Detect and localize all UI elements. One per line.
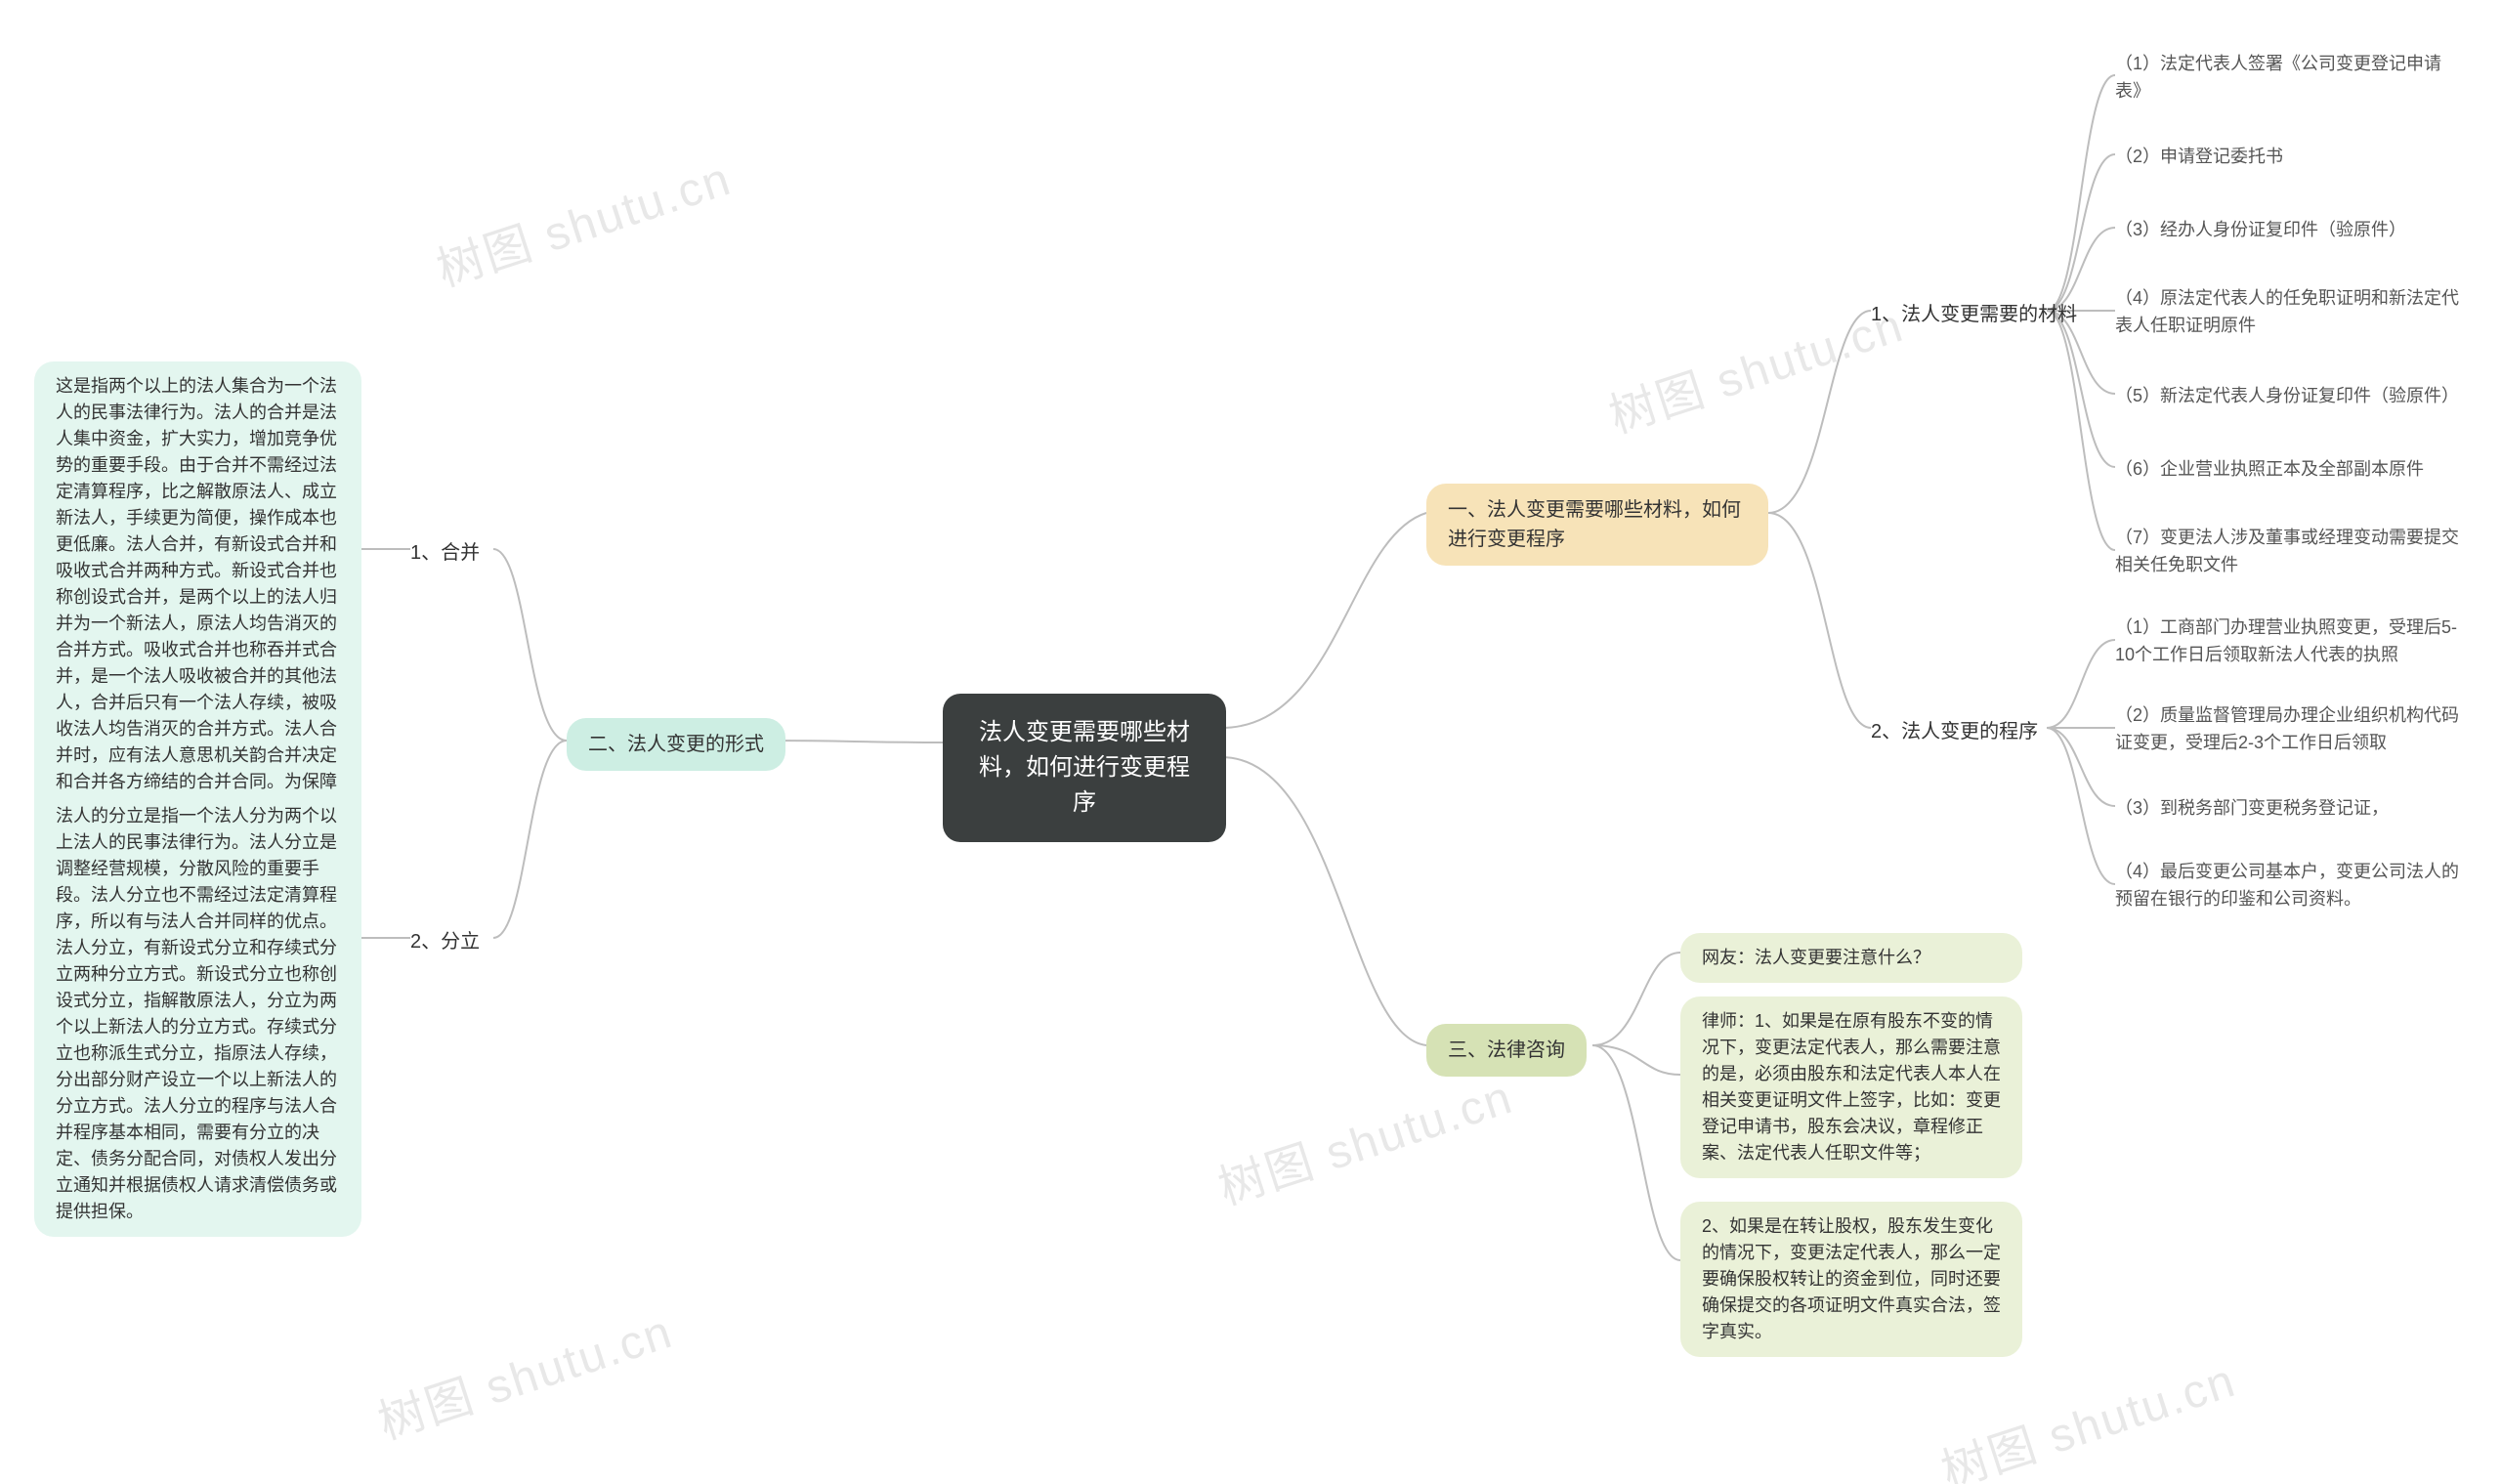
leaf-s1-m2-1: （1）工商部门办理营业执照变更，受理后5-10个工作日后领取新法人代表的执照 — [2115, 613, 2462, 671]
leaf-s1-m1-4: （4）原法定代表人的任免职证明和新法定代表人任职证明原件 — [2115, 283, 2462, 342]
leaf-s1-m1-5: （5）新法定代表人身份证复印件（验原件） — [2115, 381, 2462, 412]
node-s1-m1[interactable]: 1、法人变更需要的材料 — [1871, 296, 2077, 333]
root-node[interactable]: 法人变更需要哪些材料，如何进行变更程序 — [943, 694, 1226, 842]
branch-section-2[interactable]: 二、法人变更的形式 — [567, 718, 785, 771]
body-s2-m2: 法人的分立是指一个法人分为两个以上法人的民事法律行为。法人分立是调整经营规模，分… — [34, 791, 361, 1237]
leaf-s1-m1-3: （3）经办人身份证复印件（验原件） — [2115, 215, 2462, 246]
node-s3-a2: 2、如果是在转让股权，股东发生变化的情况下，变更法定代表人，那么一定要确保股权转… — [1680, 1202, 2022, 1357]
leaf-s1-m2-4: （4）最后变更公司基本户，变更公司法人的预留在银行的印鉴和公司资料。 — [2115, 857, 2462, 915]
branch-section-3[interactable]: 三、法律咨询 — [1426, 1024, 1587, 1077]
node-s2-m2[interactable]: 2、分立 — [410, 923, 480, 960]
watermark: 树图 shutu.cn — [1599, 286, 1911, 445]
leaf-s1-m1-7: （7）变更法人涉及董事或经理变动需要提交相关任免职文件 — [2115, 523, 2462, 581]
leaf-s1-m1-2: （2）申请登记委托书 — [2115, 142, 2462, 173]
watermark: 树图 shutu.cn — [368, 1293, 680, 1452]
watermark: 树图 shutu.cn — [1931, 1341, 2243, 1484]
node-s3-a1: 律师：1、如果是在原有股东不变的情况下，变更法定代表人，那么需要注意的是，必须由… — [1680, 996, 2022, 1178]
watermark: 树图 shutu.cn — [427, 140, 739, 299]
leaf-s1-m1-1: （1）法定代表人签署《公司变更登记申请表》 — [2115, 49, 2462, 107]
leaf-s1-m1-6: （6）企业营业执照正本及全部副本原件 — [2115, 454, 2462, 486]
node-s3-q: 网友：法人变更要注意什么？ — [1680, 933, 2022, 983]
watermark: 树图 shutu.cn — [1208, 1058, 1520, 1217]
branch-section-1[interactable]: 一、法人变更需要哪些材料，如何进行变更程序 — [1426, 484, 1768, 566]
leaf-s1-m2-3: （3）到税务部门变更税务登记证， — [2115, 793, 2462, 825]
node-s1-m2[interactable]: 2、法人变更的程序 — [1871, 713, 2038, 750]
node-s2-m1[interactable]: 1、合并 — [410, 534, 480, 572]
leaf-s1-m2-2: （2）质量监督管理局办理企业组织机构代码证变更，受理后2-3个工作日后领取 — [2115, 700, 2462, 759]
